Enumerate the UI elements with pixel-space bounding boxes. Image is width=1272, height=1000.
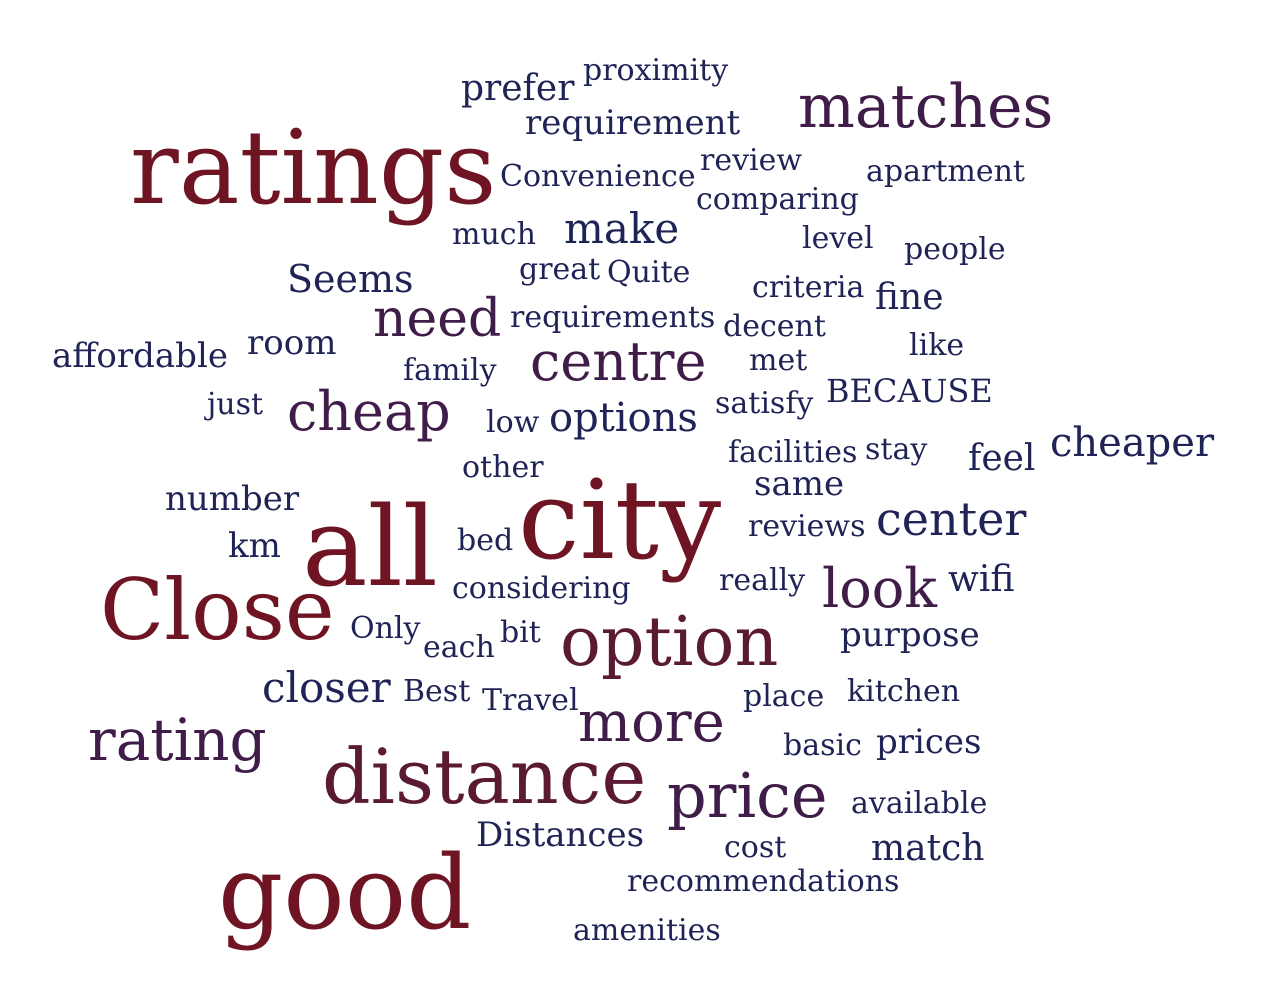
word-close: Close — [100, 560, 335, 659]
word-cost: cost — [724, 830, 787, 865]
word-satisfy: satisfy — [715, 386, 814, 421]
word-quite: Quite — [607, 255, 691, 290]
word-best: Best — [403, 674, 471, 709]
word-cheaper: cheaper — [1050, 420, 1215, 466]
word-considering: considering — [452, 571, 631, 606]
word-good: good — [218, 834, 472, 954]
word-criteria: criteria — [752, 270, 865, 305]
word-much: much — [452, 217, 536, 252]
word-make: make — [564, 204, 680, 254]
word-purpose: purpose — [840, 614, 980, 655]
word-reviews: reviews — [748, 509, 866, 544]
word-convenience: Convenience — [500, 159, 696, 194]
word-amenities: amenities — [573, 913, 721, 948]
word-available: available — [851, 786, 988, 821]
word-match: match — [871, 828, 985, 870]
word-need: need — [373, 289, 502, 350]
word-prefer: prefer — [461, 68, 575, 110]
word-great: great — [519, 252, 601, 287]
word-comparing: comparing — [696, 182, 859, 217]
word-same: same — [754, 463, 845, 504]
word-like: like — [909, 328, 965, 363]
word-kitchen: kitchen — [847, 674, 961, 709]
word-met: met — [749, 343, 808, 378]
word-requirements: requirements — [510, 300, 716, 335]
word-all: all — [302, 483, 438, 611]
word-family: family — [403, 353, 497, 388]
word-review: review — [700, 143, 803, 178]
word-km: km — [228, 525, 281, 566]
word-apartment: apartment — [866, 154, 1025, 189]
word-more: more — [578, 690, 725, 756]
word-travel: Travel — [482, 683, 579, 718]
word-options: options — [549, 395, 698, 441]
word-center: center — [876, 492, 1027, 547]
word-low: low — [486, 405, 540, 440]
word-closer: closer — [262, 663, 391, 713]
word-recommendations: recommendations — [627, 864, 900, 899]
word-affordable: affordable — [52, 335, 228, 376]
word-bit: bit — [500, 615, 541, 650]
word-feel: feel — [968, 438, 1036, 480]
word-each: each — [423, 630, 495, 665]
word-centre: centre — [530, 329, 707, 393]
word-only: Only — [350, 611, 421, 646]
word-place: place — [743, 679, 825, 714]
word-room: room — [247, 322, 337, 363]
word-number: number — [165, 478, 300, 519]
word-cheap: cheap — [287, 379, 451, 443]
word-level: level — [802, 221, 874, 256]
word-seems: Seems — [287, 256, 414, 301]
word-city: city — [518, 456, 722, 584]
word-option: option — [560, 602, 779, 682]
word-people: people — [904, 232, 1006, 267]
word-wifi: wifi — [948, 559, 1015, 601]
word-basic: basic — [783, 728, 862, 763]
word-distances: Distances — [476, 814, 645, 855]
word-fine: fine — [875, 277, 944, 319]
word-requirement: requirement — [525, 102, 741, 143]
word-bed: bed — [457, 523, 514, 558]
word-decent: decent — [723, 309, 826, 344]
word-because: BECAUSE — [826, 372, 993, 411]
word-ratings: ratings — [130, 109, 497, 229]
word-facilities: facilities — [728, 435, 858, 470]
word-stay: stay — [865, 432, 928, 467]
word-rating: rating — [88, 705, 267, 774]
word-prices: prices — [876, 721, 982, 762]
word-distance: distance — [322, 732, 647, 822]
word-price: price — [667, 759, 828, 833]
word-look: look — [822, 556, 938, 620]
word-really: really — [719, 563, 806, 598]
word-other: other — [462, 450, 544, 485]
word-matches: matches — [798, 72, 1054, 142]
word-just: just — [207, 387, 264, 422]
word-proximity: proximity — [583, 53, 729, 88]
